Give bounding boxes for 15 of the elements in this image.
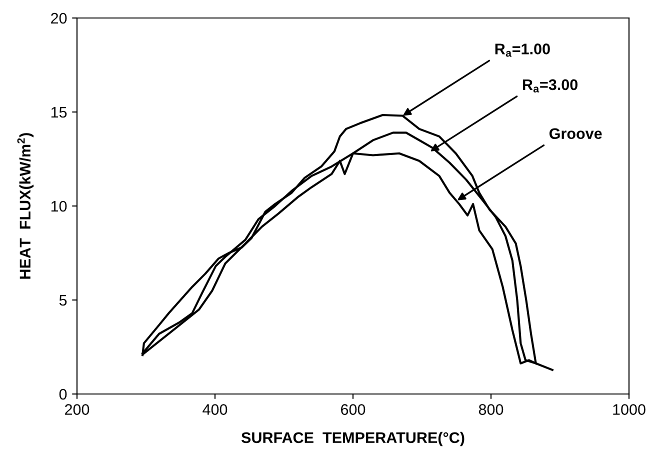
x-tick-label: 200 (65, 404, 90, 415)
annotation: Groove (549, 128, 602, 140)
x-axis-title: SURFACE TEMPERATURE(°C) (241, 432, 464, 446)
x-tick-label: 400 (202, 404, 228, 415)
y-tick-label: 5 (59, 295, 67, 306)
y-tick-label: 15 (51, 107, 67, 118)
annotation: R$_{a}$=1.00 (495, 44, 550, 57)
x-tick-label: 600 (341, 404, 366, 415)
annotation: R$_{a}$=3.00 (522, 79, 578, 92)
y-axis-title: HEAT FLUX(kW/m$^{2}$) (17, 133, 34, 279)
y-tick-label: 0 (59, 388, 67, 400)
x-tick-label: 1000 (613, 404, 646, 415)
y-tick-label: 10 (51, 200, 67, 212)
y-tick-label: 20 (51, 12, 67, 24)
x-tick-label: 800 (478, 404, 504, 415)
